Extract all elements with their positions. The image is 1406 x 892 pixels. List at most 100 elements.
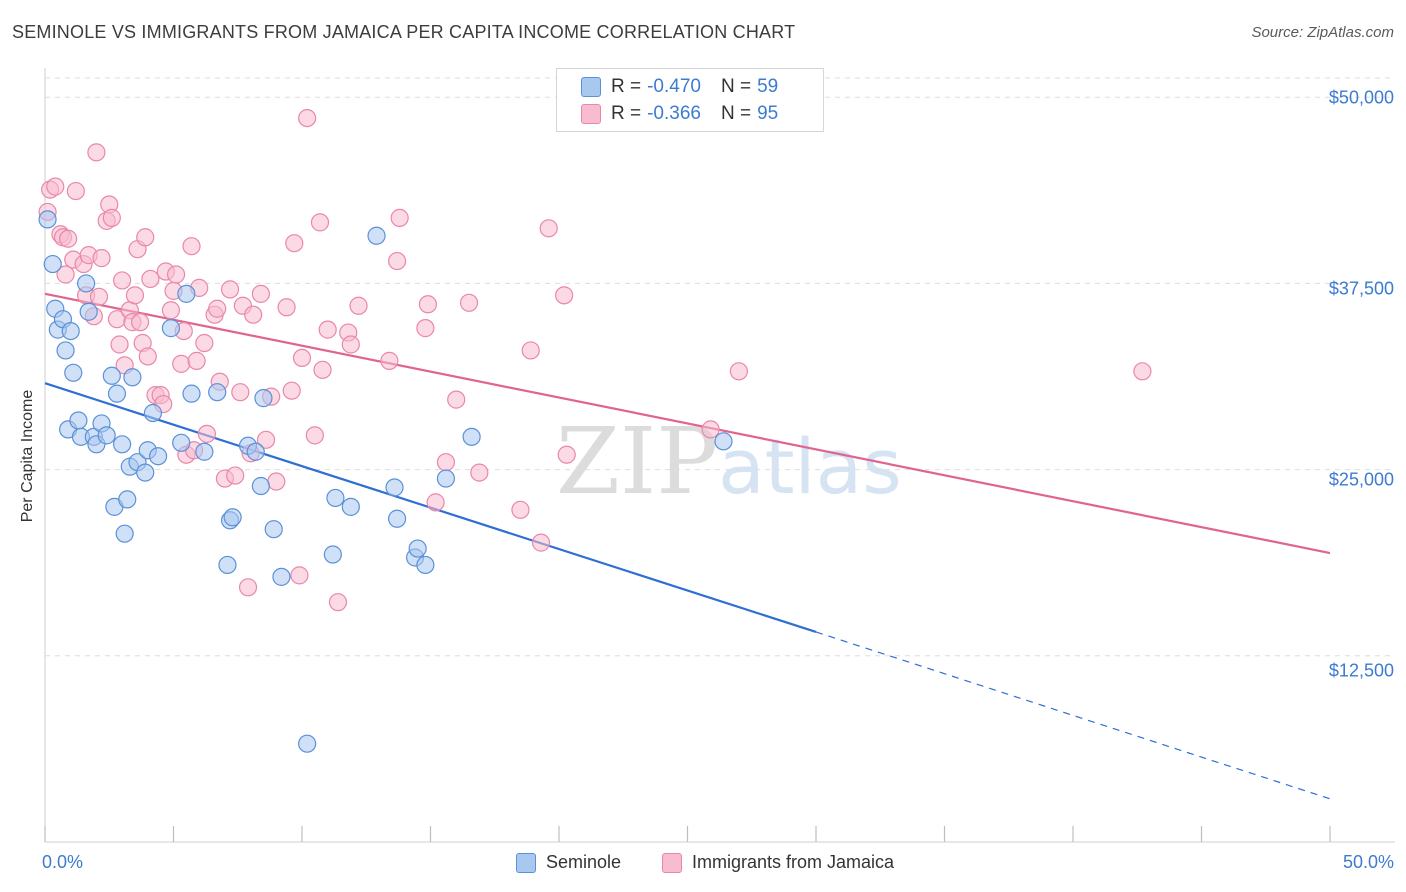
seminole-point <box>367 226 386 245</box>
stats-legend: R = -0.470 N = 59 R = -0.366 N = 95 <box>556 68 824 132</box>
legend-label: Seminole <box>546 852 622 872</box>
seminole-point <box>161 319 181 338</box>
seminole-point <box>326 488 345 508</box>
y-tick-label: $12,500 <box>1328 660 1394 681</box>
jamaica-point <box>92 249 111 268</box>
seminole-point <box>177 284 196 303</box>
r-label: R = <box>611 76 642 97</box>
seminole-point <box>136 463 155 482</box>
jamaica-point <box>470 463 489 482</box>
r-value: -0.366 <box>647 103 701 124</box>
seminole-point <box>323 545 342 564</box>
legend-row-jamaica: R = -0.366 N = 95 <box>581 102 778 126</box>
y-tick-label: $37,500 <box>1328 278 1394 299</box>
jamaica-point <box>251 284 270 303</box>
jamaica-point <box>285 234 304 253</box>
seminole-point <box>56 341 75 360</box>
data-points <box>38 108 1152 753</box>
jamaica-point <box>110 335 129 354</box>
jamaica-point <box>298 108 317 128</box>
jamaica-point <box>226 466 245 485</box>
seminole-point <box>385 478 404 497</box>
jamaica-point <box>282 381 301 400</box>
jamaica-point <box>555 286 574 305</box>
seminole-point <box>61 321 80 341</box>
x-tick-label: 0.0% <box>42 852 84 872</box>
seminole-point <box>218 555 237 575</box>
seminole-point <box>254 389 273 408</box>
chart-title: SEMINOLE VS IMMIGRANTS FROM JAMAICA PER … <box>12 22 796 42</box>
jamaica-point <box>136 228 155 247</box>
jamaica-point <box>459 293 479 312</box>
jamaica-point <box>539 219 558 238</box>
n-label: N = <box>720 103 752 124</box>
jamaica-point <box>208 299 227 318</box>
jamaica-point <box>729 362 749 381</box>
seminole-point <box>298 734 317 753</box>
jamaica-swatch <box>581 104 601 124</box>
seminole-point <box>341 497 360 516</box>
n-label: N = <box>720 76 752 97</box>
r-label: R = <box>611 103 642 124</box>
seminole-point <box>38 210 57 229</box>
jamaica-swatch <box>662 852 682 873</box>
jamaica-point <box>531 533 551 552</box>
jamaica-point <box>416 319 435 338</box>
seminole-point <box>251 476 270 496</box>
seminole-point <box>172 433 191 452</box>
jamaica-point <box>290 566 309 585</box>
jamaica-point <box>141 269 160 289</box>
jamaica-point <box>387 251 407 271</box>
jamaica-point <box>318 320 337 339</box>
series-legend: Seminole Immigrants from Jamaica <box>0 852 1406 878</box>
jamaica-point <box>349 296 368 315</box>
jamaica-point <box>138 347 157 366</box>
legend-item-seminole[interactable]: Seminole <box>516 852 621 873</box>
seminole-point <box>264 520 283 539</box>
seminole-point <box>272 567 291 586</box>
seminole-point <box>118 490 137 509</box>
legend-item-jamaica[interactable]: Immigrants from Jamaica <box>662 852 894 873</box>
jamaica-point <box>197 424 217 443</box>
seminole-point <box>115 524 134 543</box>
seminole-point <box>462 427 481 446</box>
seminole-point <box>246 442 265 461</box>
jamaica-point <box>220 280 240 299</box>
jamaica-point <box>305 426 324 445</box>
jamaica-point <box>231 383 250 402</box>
seminole-point <box>195 442 214 461</box>
jamaica-point <box>447 390 466 409</box>
seminole-point <box>143 403 163 423</box>
seminole-point <box>112 435 132 454</box>
jamaica-point <box>256 430 276 449</box>
jamaica-point <box>557 445 576 464</box>
jamaica-point <box>195 333 214 353</box>
jamaica-point <box>172 354 191 373</box>
x-tick-label: 50.0% <box>1342 852 1394 872</box>
seminole-point <box>714 432 733 451</box>
jamaica-point <box>166 265 186 284</box>
seminole-point <box>107 384 127 403</box>
legend-row-seminole: R = -0.470 N = 59 <box>581 75 778 99</box>
jamaica-point <box>267 472 286 491</box>
jamaica-point <box>380 351 399 370</box>
grid <box>45 77 1395 657</box>
jamaica-point <box>112 271 132 290</box>
seminole-point <box>97 426 116 445</box>
seminole-point <box>436 469 456 488</box>
jamaica-point <box>238 578 258 597</box>
source-label[interactable]: Source: ZipAtlas.com <box>1251 24 1394 41</box>
jamaica-trend-line <box>44 292 1331 555</box>
seminole-point <box>102 366 121 385</box>
y-tick-label: $50,000 <box>1328 87 1394 108</box>
seminole-point <box>223 508 242 527</box>
jamaica-point <box>277 298 296 317</box>
seminole-point <box>416 555 435 575</box>
jamaica-point <box>426 493 445 512</box>
jamaica-point <box>102 208 121 227</box>
n-value: 59 <box>757 76 779 97</box>
jamaica-point <box>125 286 145 305</box>
jamaica-point <box>244 305 263 324</box>
seminole-point <box>77 274 96 293</box>
jamaica-point <box>1133 362 1152 381</box>
